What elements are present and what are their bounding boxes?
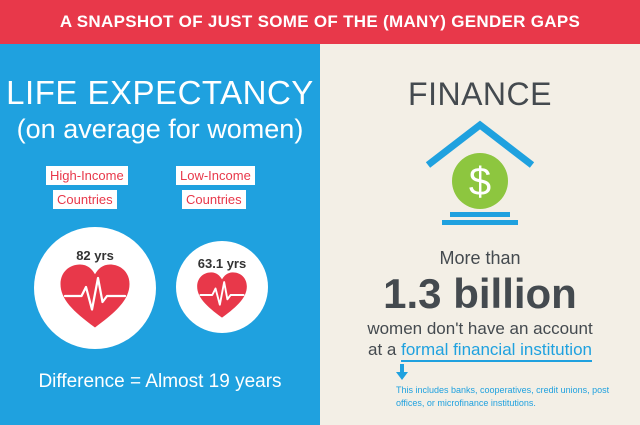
finance-line1: women don't have an account	[367, 319, 593, 338]
heart-pulse-icon	[197, 271, 247, 318]
big-number: 1.3 billion	[383, 270, 577, 317]
formal-institution-highlight: formal financial institution	[401, 340, 592, 362]
more-than-text: More than	[439, 248, 521, 268]
high-income-value: 82 yrs	[76, 247, 114, 263]
low-income-value: 63.1 yrs	[197, 255, 247, 271]
arrow-down-icon	[396, 364, 408, 380]
high-income-circle: 82 yrs	[34, 227, 156, 349]
high-income-tag-line1: High-Income	[46, 166, 128, 185]
life-expectancy-title: LIFE EXPECTANCY	[6, 74, 314, 111]
low-income-tag-line1: Low-Income	[176, 166, 255, 185]
footnote: This includes banks, cooperatives, credi…	[396, 385, 610, 408]
svg-text:$: $	[469, 160, 491, 204]
top-banner: A SNAPSHOT OF JUST SOME OF THE (MANY) GE…	[0, 0, 640, 44]
low-income-circle: 63.1 yrs	[176, 241, 268, 333]
finance-panel: FINANCE $ More than 1.3 billion women do…	[320, 44, 640, 425]
house-dollar-icon: $	[425, 120, 535, 225]
difference-text: Difference = Almost 19 years	[38, 371, 282, 392]
heart-pulse-icon	[60, 264, 130, 327]
finance-line2: at a formal financial institution	[320, 340, 640, 362]
finance-line2-prefix: at a	[368, 340, 402, 359]
life-expectancy-panel: LIFE EXPECTANCY (on average for women) H…	[0, 44, 320, 425]
life-expectancy-subtitle: (on average for women)	[16, 114, 304, 144]
banner-title: A SNAPSHOT OF JUST SOME OF THE (MANY) GE…	[59, 12, 581, 31]
finance-title: FINANCE	[408, 76, 552, 112]
high-income-tag-line2: Countries	[53, 190, 117, 209]
low-income-tag-line2: Countries	[182, 190, 246, 209]
